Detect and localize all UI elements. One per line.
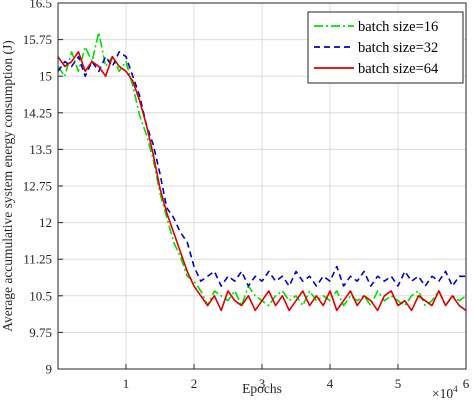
series-lines (57, 31, 467, 312)
legend: batch size=16 batch size=32 batch size=64 (307, 11, 464, 84)
y-tick-label: 12 (39, 215, 52, 230)
y-axis-title: Average accumulative system energy consu… (0, 40, 15, 332)
tick-labels: 1 2 3 4 5 699.7510.511.251212.7513.514.251515… (23, 0, 470, 391)
x-tick-label: 1 (123, 376, 130, 391)
legend-label-2: batch size=32 (358, 40, 438, 56)
x-exponent-base: ×10 (432, 386, 453, 401)
y-tick-label: 13.5 (29, 142, 52, 157)
series-line-2 (57, 50, 466, 287)
legend-label-3: batch size=64 (358, 61, 439, 77)
x-axis-title: Epochs (242, 381, 282, 396)
y-tick-label: 9 (46, 362, 53, 377)
y-tick-label: 11.25 (23, 252, 52, 267)
x-tick-label: 2 (191, 376, 198, 391)
series-line-3 (57, 50, 467, 312)
legend-box (307, 11, 464, 84)
y-tick-label: 9.75 (29, 325, 52, 340)
axis-ticks (58, 2, 467, 370)
y-tick-label: 14.25 (23, 105, 52, 120)
y-tick-label: 16.5 (29, 0, 52, 11)
x-axis-exponent-label: ×104 (432, 384, 458, 401)
legend-label-1: batch size=16 (358, 19, 438, 35)
x-tick-label: 4 (327, 376, 334, 391)
x-tick-label: 5 (395, 376, 402, 391)
x-tick-label: 3 (259, 376, 266, 391)
legend-items: batch size=16 batch size=32 batch size=64 (314, 19, 439, 77)
x-tick-label: 6 (463, 376, 470, 391)
y-tick-label: 12.75 (23, 179, 52, 194)
y-tick-label: 15.75 (23, 32, 52, 47)
y-tick-label: 15 (39, 69, 52, 84)
x-exponent-power: 4 (453, 384, 458, 394)
y-tick-label: 10.5 (29, 288, 52, 303)
